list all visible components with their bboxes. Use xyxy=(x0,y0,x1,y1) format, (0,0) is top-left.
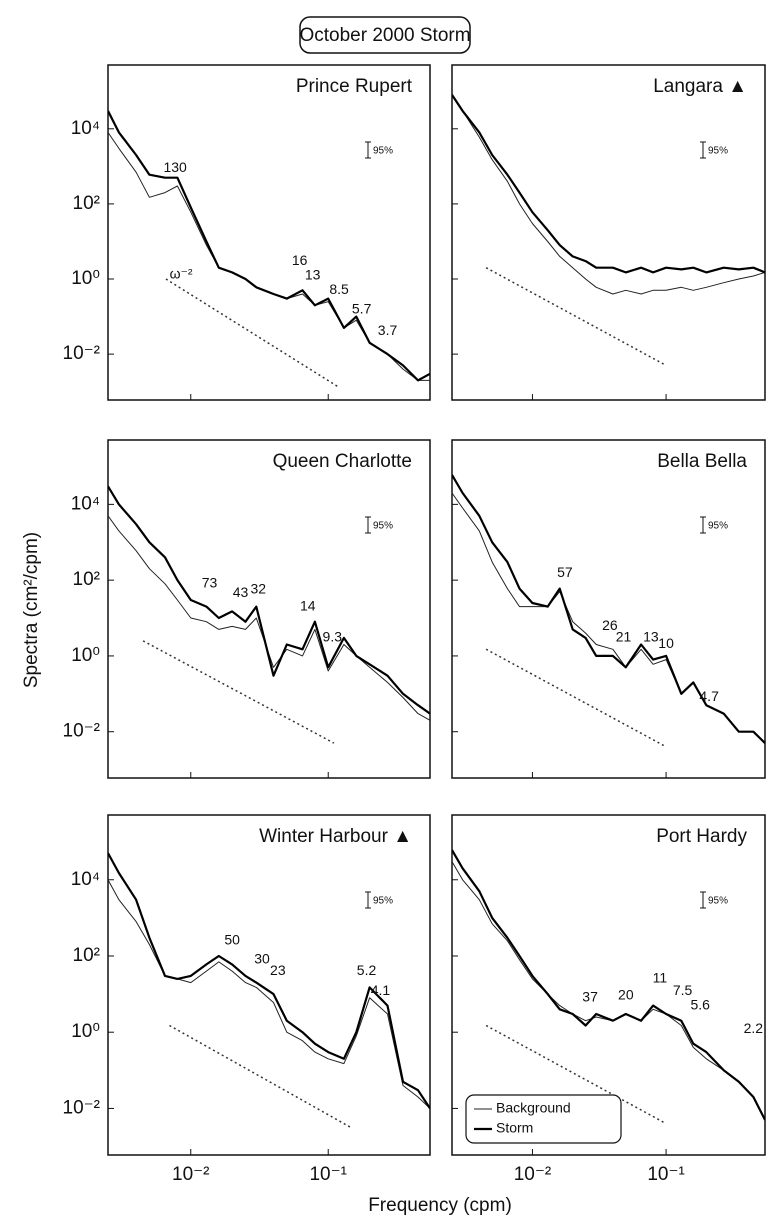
period-label: 50 xyxy=(224,932,240,948)
panel-frame xyxy=(451,439,766,779)
period-label: 20 xyxy=(618,987,634,1003)
spectrum-line xyxy=(452,94,765,274)
plot-area xyxy=(108,110,430,389)
spectrum-line xyxy=(108,515,430,721)
y-tick-label: 10⁰ xyxy=(71,645,100,666)
confidence-bar xyxy=(365,516,371,534)
plot-area xyxy=(452,474,765,748)
panel-frame xyxy=(451,64,766,401)
period-label: 4.1 xyxy=(371,982,391,998)
y-tick-label: 10⁰ xyxy=(71,268,100,289)
confidence-label: 95% xyxy=(373,896,393,907)
legend-box xyxy=(465,1094,622,1144)
panel-title: Prince Rupert xyxy=(296,76,413,97)
period-label: 5.6 xyxy=(690,996,710,1012)
reference-slope xyxy=(142,640,335,744)
panel-frame xyxy=(107,814,431,1156)
confidence-label: 95% xyxy=(708,896,728,907)
y-tick-label: 10² xyxy=(73,193,100,214)
confidence-bar xyxy=(700,141,706,159)
period-label: 10 xyxy=(658,635,674,651)
plot-area xyxy=(108,485,430,744)
spectrum-line xyxy=(108,110,430,382)
period-label: 13 xyxy=(305,267,321,283)
spectrum-line xyxy=(108,852,430,1110)
confidence-label: 95% xyxy=(373,146,393,157)
period-label: 130 xyxy=(163,159,187,175)
period-label: 11 xyxy=(653,970,668,986)
panel-frame xyxy=(107,439,431,779)
figure-title: October 2000 Storm xyxy=(299,25,470,46)
y-tick-label: 10⁴ xyxy=(71,493,100,514)
y-tick-label: 10⁴ xyxy=(71,869,100,890)
spectrum-line xyxy=(452,849,765,1121)
period-label: 26 xyxy=(602,617,618,633)
x-tick-label: 10⁻² xyxy=(514,1164,552,1185)
confidence-label: 95% xyxy=(708,146,728,157)
x-tick-label: 10⁻¹ xyxy=(309,1164,347,1185)
confidence-label: 95% xyxy=(708,521,728,532)
plot-area xyxy=(452,849,765,1125)
title-box xyxy=(299,16,471,54)
spectrum-line xyxy=(452,94,765,295)
reference-slope xyxy=(169,1024,353,1130)
period-label: 2.2 xyxy=(744,1020,764,1036)
panel-title: Langara ▲ xyxy=(653,76,747,97)
period-label: 16 xyxy=(292,252,308,268)
spectrum-line xyxy=(452,474,765,744)
x-tick-label: 10⁻² xyxy=(172,1164,210,1185)
period-label: 14 xyxy=(300,597,316,613)
period-label: 9.3 xyxy=(323,629,343,645)
x-tick-label: 10⁻¹ xyxy=(647,1164,685,1185)
panel-title: Port Hardy xyxy=(656,826,747,847)
confidence-bar xyxy=(365,141,371,159)
legend-label: Background xyxy=(496,1100,571,1116)
panel-frame xyxy=(451,814,766,1156)
confidence-bar xyxy=(700,516,706,534)
spectrum-line xyxy=(108,485,430,715)
y-tick-label: 10² xyxy=(73,569,100,590)
legend-label: Storm xyxy=(496,1120,533,1136)
period-label: 7.5 xyxy=(673,982,693,998)
period-label: 37 xyxy=(582,988,598,1004)
y-axis-label: Spectra (cm²/cpm) xyxy=(21,532,42,688)
reference-slope xyxy=(165,278,340,389)
x-axis-label: Frequency (cpm) xyxy=(368,1195,512,1216)
period-label: 13 xyxy=(643,629,659,645)
period-label: ω⁻² xyxy=(170,265,193,281)
y-tick-label: 10⁻² xyxy=(63,343,101,364)
y-tick-label: 10⁻² xyxy=(63,1097,101,1118)
confidence-bar xyxy=(700,891,706,909)
panel-title: Winter Harbour ▲ xyxy=(259,826,412,847)
panel-title: Bella Bella xyxy=(657,451,747,472)
plot-area xyxy=(452,94,765,367)
period-label: 57 xyxy=(557,564,573,580)
period-label: 30 xyxy=(254,950,270,966)
reference-slope xyxy=(485,1024,667,1125)
plot-area xyxy=(108,852,430,1130)
spectrum-line xyxy=(452,861,765,1121)
confidence-label: 95% xyxy=(373,521,393,532)
period-label: 73 xyxy=(202,575,218,591)
panel-frame xyxy=(107,64,431,401)
period-label: 3.7 xyxy=(378,322,398,338)
period-label: 8.5 xyxy=(329,281,349,297)
period-label: 43 xyxy=(233,584,249,600)
period-label: 21 xyxy=(616,629,632,645)
y-tick-label: 10⁰ xyxy=(71,1021,100,1042)
y-tick-label: 10² xyxy=(73,945,100,966)
period-label: 5.7 xyxy=(352,301,372,317)
period-label: 4.7 xyxy=(699,688,719,704)
confidence-bar xyxy=(365,891,371,909)
period-label: 32 xyxy=(251,581,267,597)
period-label: 23 xyxy=(270,962,286,978)
reference-slope xyxy=(485,648,667,748)
panel-title: Queen Charlotte xyxy=(273,451,412,472)
y-tick-label: 10⁻² xyxy=(63,721,101,742)
reference-slope xyxy=(485,267,667,367)
y-tick-label: 10⁴ xyxy=(71,118,100,139)
period-label: 5.2 xyxy=(357,962,377,978)
